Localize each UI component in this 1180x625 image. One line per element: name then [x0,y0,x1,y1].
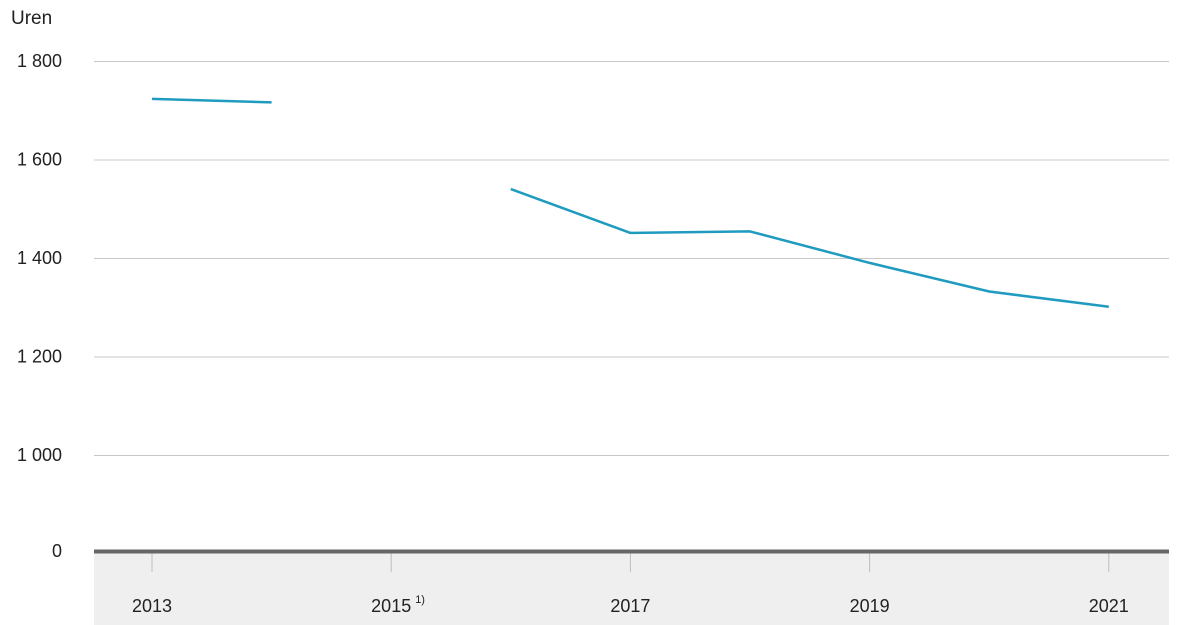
series-line-segment [510,187,1109,309]
x-axis-tick-labels: 2013 2015 1) 2017 2019 2021 [132,594,1129,616]
x-tick-footnote-mark: 1) [415,594,425,606]
x-tick-label: 2017 [610,596,650,616]
y-tick-label: 1 800 [17,51,62,71]
x-axis-band [94,551,1169,625]
x-tick-label: 2021 [1089,596,1129,616]
y-axis-unit-label: Uren [11,8,52,29]
y-tick-label: 1 000 [17,445,62,465]
y-tick-label: 1 200 [17,347,62,367]
y-axis-tick-labels: 0 1 000 1 200 1 400 1 600 1 800 [17,51,62,561]
y-tick-label: 1 400 [17,248,62,268]
data-lines [151,97,1109,309]
x-tick-label: 2015 [371,596,411,616]
y-tick-label: 0 [52,541,62,561]
x-tick-label: 2013 [132,596,172,616]
series-line-segment [151,97,272,104]
x-tick-label: 2019 [850,596,890,616]
gridlines [94,61,1169,456]
x-axis-ticks [151,551,1110,572]
y-tick-label: 1 600 [17,150,62,170]
